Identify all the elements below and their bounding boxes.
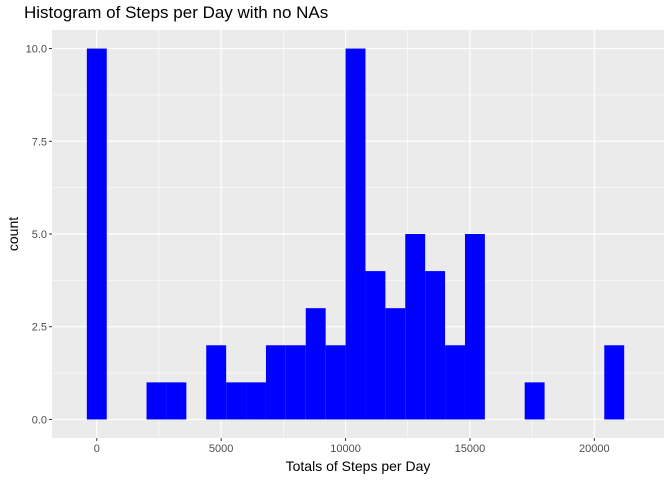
x-tick-label: 10000 xyxy=(330,443,361,455)
histogram-bar xyxy=(604,345,625,420)
histogram-bar xyxy=(365,271,386,420)
histogram-bar xyxy=(146,382,167,420)
histogram-bar xyxy=(325,345,346,420)
histogram-bar xyxy=(464,234,485,420)
x-tick-label: 15000 xyxy=(455,443,486,455)
x-axis: 0 5000 10000 15000 20000 xyxy=(94,438,610,455)
histogram-bar xyxy=(86,48,107,420)
y-axis-title: count xyxy=(5,217,21,251)
histogram-bar xyxy=(265,345,286,420)
x-tick-label: 0 xyxy=(94,443,100,455)
histogram-bar xyxy=(425,271,446,420)
histogram-bar xyxy=(405,234,426,420)
y-tick-label: 10.0 xyxy=(26,44,47,56)
histogram-bar xyxy=(246,382,266,420)
histogram-bar xyxy=(166,382,187,420)
x-tick-label: 20000 xyxy=(579,443,610,455)
y-tick-label: 7.5 xyxy=(32,136,47,148)
histogram-bar xyxy=(305,308,326,420)
y-tick-label: 5.0 xyxy=(32,229,47,241)
histogram-bar xyxy=(206,345,227,420)
x-axis-title: Totals of Steps per Day xyxy=(286,458,431,474)
histogram-bar xyxy=(524,382,545,420)
y-tick-label: 0.0 xyxy=(32,414,47,426)
histogram-bar xyxy=(345,48,366,420)
histogram-bar xyxy=(226,382,247,420)
y-axis: 0.0 2.5 5.0 7.5 10.0 xyxy=(26,44,52,426)
chart-title: Histogram of Steps per Day with no NAs xyxy=(24,3,329,22)
x-tick-label: 5000 xyxy=(209,443,233,455)
y-tick-label: 2.5 xyxy=(32,322,47,334)
histogram-bar xyxy=(285,345,306,420)
histogram-bar xyxy=(385,308,406,420)
histogram-bars xyxy=(86,48,625,420)
histogram-bar xyxy=(445,345,465,420)
